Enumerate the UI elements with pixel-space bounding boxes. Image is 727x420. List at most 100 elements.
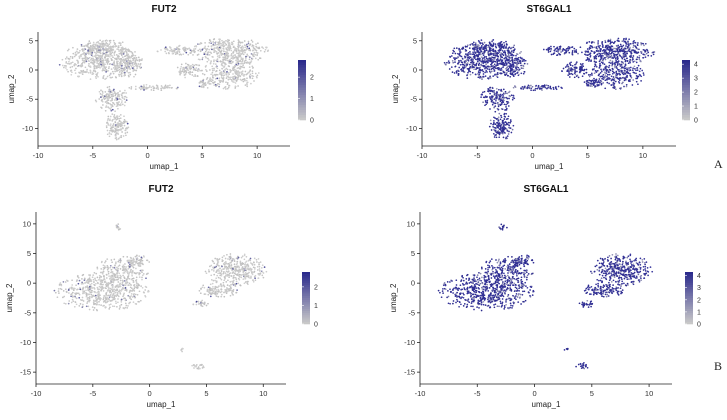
cell-point (451, 66, 453, 68)
cell-point (234, 47, 236, 49)
cell-point (621, 61, 623, 63)
cell-point (635, 73, 637, 75)
cell-point (227, 40, 229, 42)
cell-point (136, 287, 138, 289)
cell-point (640, 68, 642, 70)
cell-point (591, 50, 593, 52)
cell-point (445, 64, 447, 66)
cell-point (481, 69, 483, 71)
cell-point (239, 54, 241, 56)
cell-point (67, 63, 69, 65)
cell-point (496, 88, 498, 90)
cell-point (105, 94, 107, 96)
cell-point (112, 51, 114, 53)
cell-point (118, 74, 120, 76)
cell-point (249, 56, 251, 58)
cell-point (153, 89, 155, 91)
cell-point (145, 286, 147, 288)
cell-point (464, 56, 466, 58)
cell-point (115, 119, 117, 121)
cell-point (624, 80, 626, 82)
cell-point (501, 69, 503, 71)
cell-point (82, 274, 84, 276)
cell-point (245, 84, 247, 86)
cell-point (485, 63, 487, 65)
cell-point (181, 70, 183, 72)
cell-point (202, 73, 204, 75)
cell-point (503, 137, 505, 139)
cell-point (166, 53, 168, 55)
cell-point (630, 43, 632, 45)
cell-point (523, 71, 525, 73)
cell-point (169, 87, 171, 89)
cell-point (246, 82, 248, 84)
cell-point (619, 46, 621, 48)
cell-point (106, 298, 108, 300)
cell-point (496, 62, 498, 64)
cell-point (574, 71, 576, 73)
cell-point (249, 66, 251, 68)
cell-point (632, 67, 634, 69)
cell-point (234, 76, 236, 78)
cell-point (238, 43, 240, 45)
cell-point (114, 69, 116, 71)
cell-point (642, 43, 644, 45)
cell-point (594, 72, 596, 74)
cell-point (628, 62, 630, 64)
cell-point (608, 71, 610, 73)
cell-point (512, 97, 514, 99)
cell-point (110, 47, 112, 49)
cell-point (208, 46, 210, 48)
cell-point (486, 58, 488, 60)
cell-point (498, 125, 500, 127)
cell-point (218, 42, 220, 44)
cell-point (488, 77, 490, 79)
cell-point (79, 287, 81, 289)
cell-point (508, 53, 510, 55)
cell-point (114, 99, 116, 101)
cell-point (63, 281, 65, 283)
cell-point (511, 47, 513, 49)
cell-point (512, 60, 514, 62)
cell-point (498, 120, 500, 122)
cell-point (229, 44, 231, 46)
cell-point (643, 72, 645, 74)
cell-point (614, 65, 616, 67)
cell-point (78, 283, 80, 285)
cell-point (508, 50, 510, 52)
cell-point (117, 96, 119, 98)
legend-gradient-step (682, 108, 690, 111)
cell-point (593, 78, 595, 80)
cell-point (625, 45, 627, 47)
cell-point (510, 54, 512, 56)
cell-point (86, 302, 88, 304)
legend-gradient-step (682, 88, 690, 91)
cell-point (212, 56, 214, 58)
cell-point (148, 291, 150, 293)
cell-point (605, 72, 607, 74)
cell-point (500, 115, 502, 117)
cell-point (249, 63, 251, 65)
cell-point (500, 118, 502, 120)
cell-point (219, 56, 221, 58)
cell-point (166, 48, 168, 50)
cell-point (523, 73, 525, 75)
cell-point (265, 47, 267, 49)
cell-point (600, 69, 602, 71)
cell-point (506, 137, 508, 139)
cell-point (100, 304, 102, 306)
cell-point (93, 42, 95, 44)
cell-point (151, 89, 153, 91)
cell-point (89, 297, 91, 299)
cell-point (625, 43, 627, 45)
cell-point (236, 79, 238, 81)
cell-point (71, 284, 73, 286)
x-tick-label: -10 (417, 151, 428, 160)
cell-point (226, 55, 228, 57)
cell-point (539, 86, 541, 88)
legend-gradient-step (682, 95, 690, 98)
cell-point (111, 292, 113, 294)
cell-point (464, 65, 466, 67)
cell-point (629, 73, 631, 75)
